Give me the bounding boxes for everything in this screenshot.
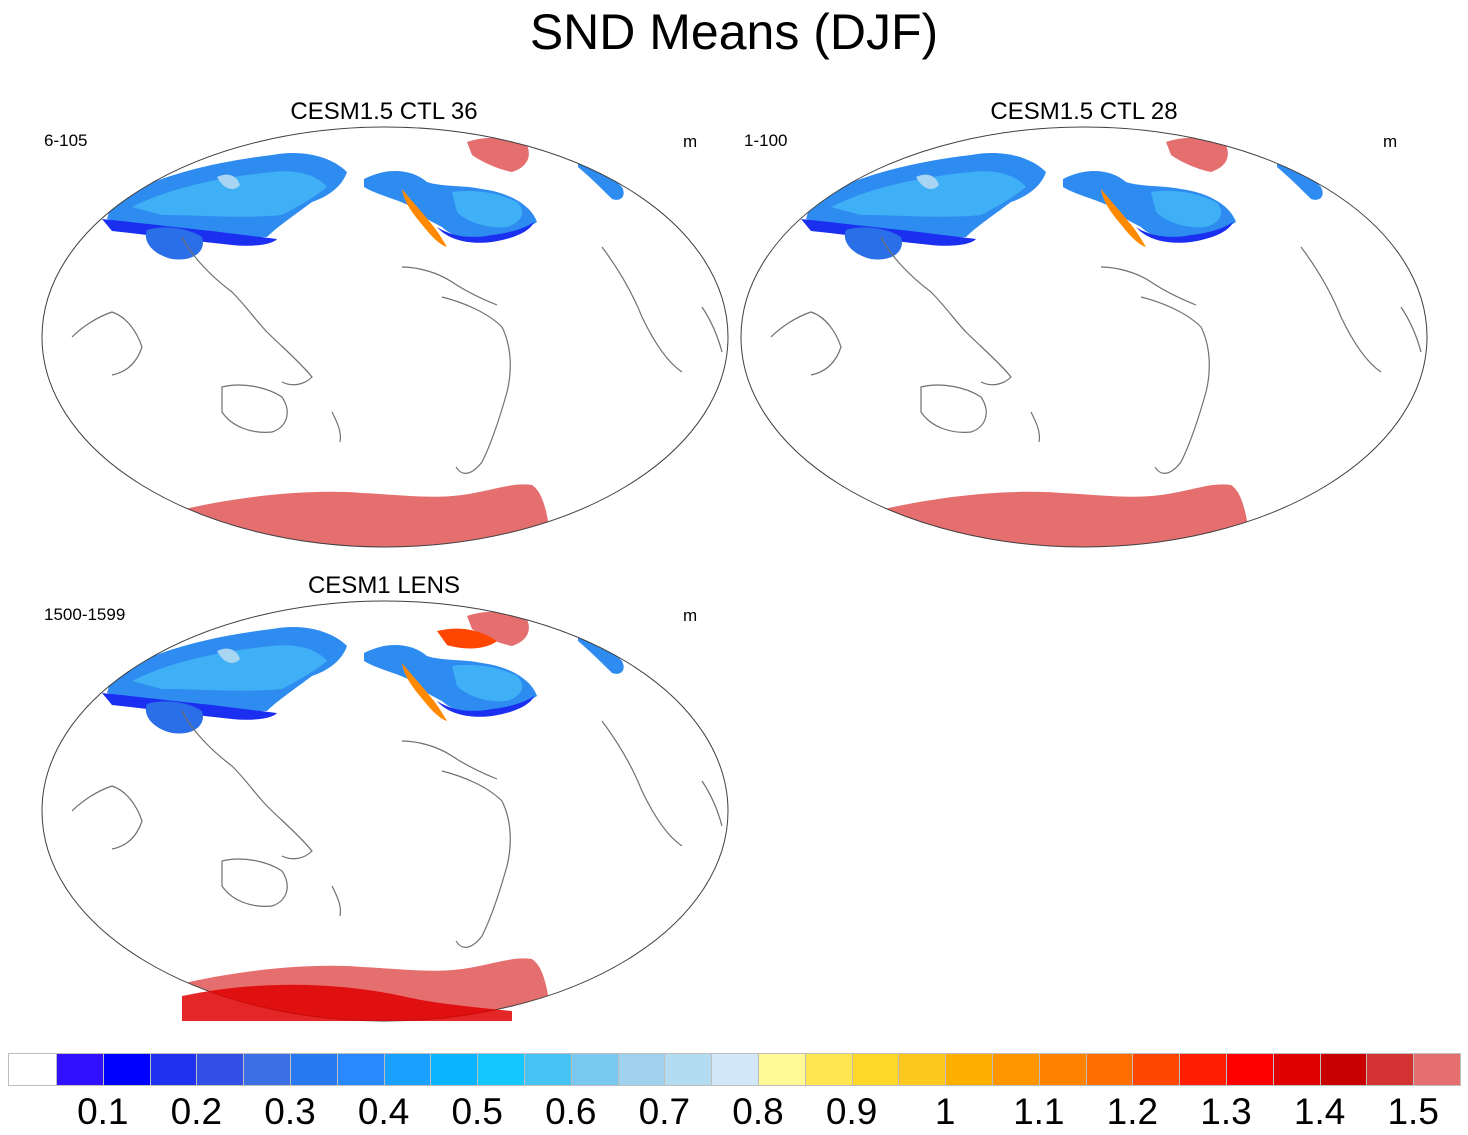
panel-title-lens: CESM1 LENS [307, 572, 461, 599]
colorbar-box [430, 1053, 479, 1086]
colorbar-box [617, 1053, 666, 1086]
colorbar-tick-label: 0.5 [451, 1091, 503, 1132]
colorbar-tick-label: 1.4 [1293, 1091, 1346, 1132]
figure-title: SND Means (DJF) [529, 4, 939, 60]
colorbar-tick-label: 1.1 [1013, 1091, 1065, 1132]
colorbar-box [1038, 1053, 1087, 1086]
colorbar-box [1179, 1053, 1227, 1086]
colorbar-tick-label: 1.3 [1200, 1091, 1252, 1132]
colorbar-box [243, 1053, 291, 1086]
colorbar-box [8, 1053, 57, 1086]
colorbar-tick-label: 0.9 [825, 1091, 878, 1132]
colorbar-box [664, 1053, 713, 1086]
colorbar-tick-label: 0.4 [357, 1091, 410, 1132]
colorbar-box [149, 1053, 198, 1086]
colorbar-box [758, 1053, 806, 1086]
panel-units-lens: m [683, 606, 698, 625]
colorbar-box [570, 1053, 619, 1086]
colorbar-box [851, 1053, 900, 1086]
colorbar-box [1366, 1053, 1415, 1086]
colorbar-tick-label: 1.2 [1106, 1091, 1159, 1132]
colorbar [8, 1053, 1461, 1086]
colorbar-box [945, 1053, 993, 1086]
colorbar-tick-label: 0.6 [545, 1091, 597, 1132]
colorbar-box [1085, 1053, 1134, 1086]
colorbar-box [711, 1053, 759, 1086]
colorbar-box [196, 1053, 245, 1086]
colorbar-box [1413, 1053, 1461, 1086]
panel-years-lens: 1500-1599 [44, 605, 126, 624]
colorbar-box [992, 1053, 1040, 1086]
panel-years-ctl28: 1-100 [744, 131, 788, 150]
colorbar-box [477, 1053, 525, 1086]
colorbar-box [524, 1053, 572, 1086]
panel-units-ctl36: m [683, 132, 698, 151]
colorbar-tick-label: 0.1 [77, 1091, 129, 1132]
colorbar-tick-label: 1 [934, 1091, 956, 1132]
colorbar-box [1226, 1053, 1274, 1086]
panel-units-ctl28: m [1383, 132, 1398, 151]
colorbar-box [898, 1053, 947, 1086]
colorbar-tick-label: 0.7 [638, 1091, 691, 1132]
colorbar-box [1272, 1053, 1321, 1086]
colorbar-tick-label: 0.2 [170, 1091, 223, 1132]
colorbar-box [290, 1053, 338, 1086]
colorbar-box [1319, 1053, 1368, 1086]
panel-title-ctl36: CESM1.5 CTL 36 [290, 98, 478, 125]
colorbar-box [804, 1053, 853, 1086]
colorbar-tick-label: 0.3 [264, 1091, 316, 1132]
colorbar-box [383, 1053, 432, 1086]
panel-title-ctl28: CESM1.5 CTL 28 [990, 98, 1178, 125]
colorbar-box [336, 1053, 385, 1086]
colorbar-tick-label: 0.8 [732, 1091, 784, 1132]
colorbar-box [1132, 1053, 1181, 1086]
panel-years-ctl36: 6-105 [44, 131, 88, 150]
colorbar-box [102, 1053, 151, 1086]
colorbar-box [56, 1053, 104, 1086]
colorbar-tick-label: 1.5 [1387, 1091, 1439, 1132]
